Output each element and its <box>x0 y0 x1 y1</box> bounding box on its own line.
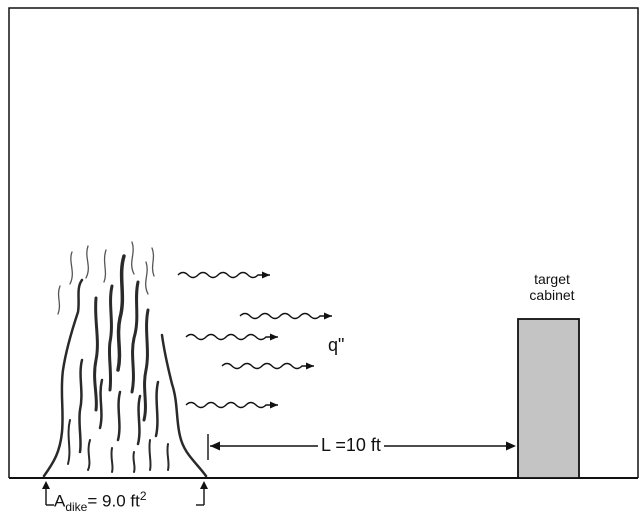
area-value: = 9.0 ft <box>87 491 140 511</box>
dike-area-bracket <box>42 481 208 506</box>
target-cabinet-label: target cabinet <box>512 271 592 303</box>
arrowhead-up-icon <box>200 481 208 489</box>
target-cabinet <box>517 318 580 479</box>
distance-label: L =10 ft <box>318 435 384 456</box>
area-exponent: 2 <box>139 489 147 503</box>
dike-area-label: Adike= 9.0 ft2 <box>54 489 147 514</box>
wavy-arrow <box>239 312 332 320</box>
area-subscript: dike <box>65 500 88 515</box>
wavy-arrow <box>177 271 270 279</box>
heat-flux-arrows <box>177 271 332 409</box>
heat-flux-label: q" <box>328 335 345 355</box>
wavy-arrow <box>185 401 278 409</box>
wavy-arrow <box>221 362 314 370</box>
fire-icon <box>42 241 208 478</box>
target-label-line2: cabinet <box>529 287 575 303</box>
arrowhead-right-icon <box>506 441 516 451</box>
area-symbol: A <box>54 491 66 511</box>
arrowhead-left-icon <box>210 441 220 451</box>
target-label-line1: target <box>534 271 570 287</box>
arrowhead-up-icon <box>42 481 50 489</box>
frame-border <box>8 7 639 478</box>
wavy-arrow <box>185 333 278 341</box>
